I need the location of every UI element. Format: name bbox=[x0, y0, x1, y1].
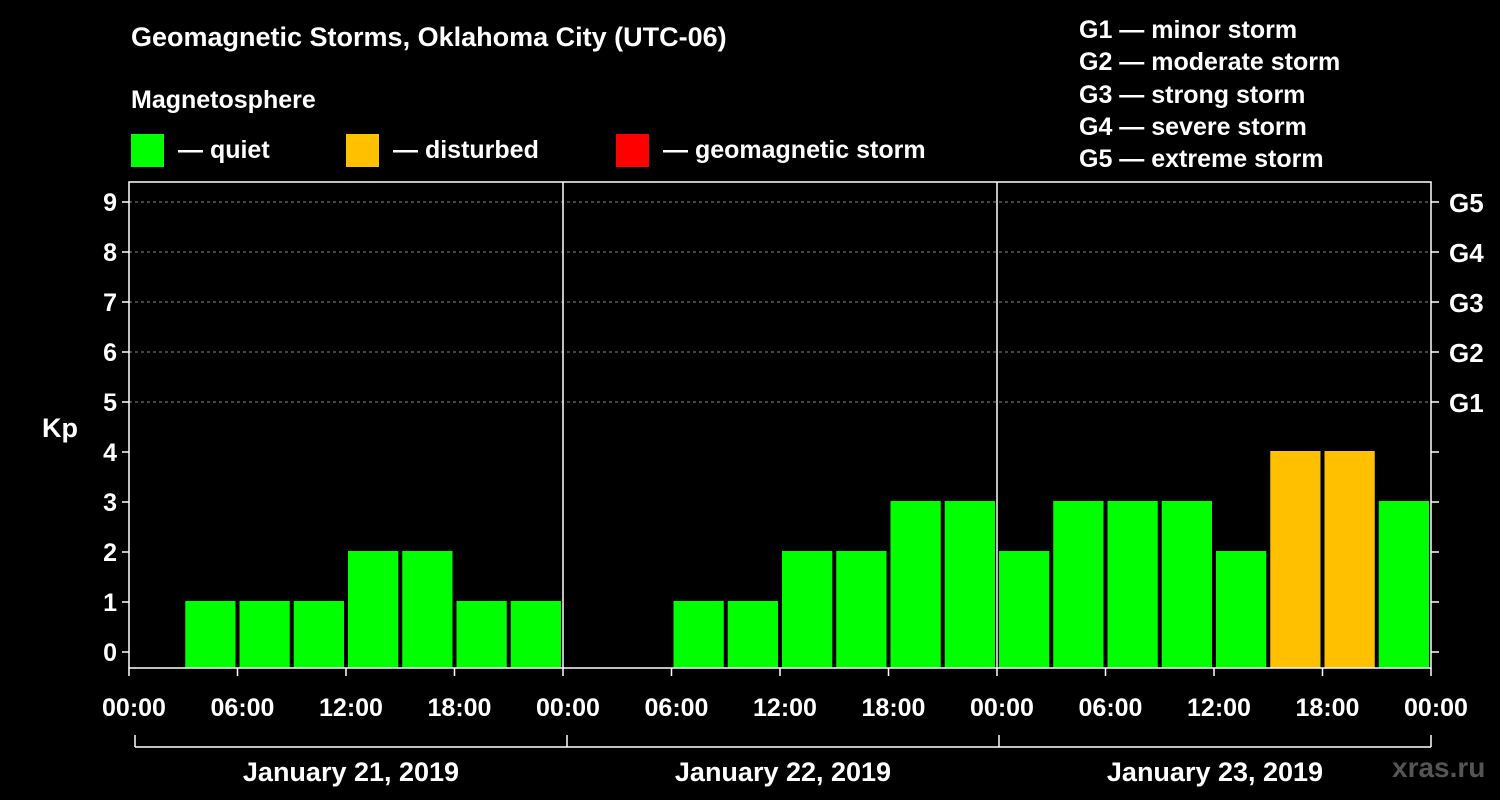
chart-title: Geomagnetic Storms, Oklahoma City (UTC-0… bbox=[131, 22, 727, 52]
day-label: January 22, 2019 bbox=[675, 757, 891, 787]
x-tick-label: 12:00 bbox=[319, 694, 383, 722]
g-scale-label: G1 bbox=[1449, 388, 1484, 418]
x-tick-label: 18:00 bbox=[428, 694, 492, 722]
day-label: January 21, 2019 bbox=[243, 757, 459, 787]
kp-bar bbox=[727, 601, 778, 668]
y-tick-label: 2 bbox=[103, 539, 117, 567]
kp-bar bbox=[239, 601, 290, 668]
legend-disturbed-label: — disturbed bbox=[393, 135, 539, 164]
kp-bar bbox=[348, 551, 399, 668]
x-tick-label: 18:00 bbox=[1296, 694, 1360, 722]
kp-bar bbox=[1216, 551, 1267, 668]
g-scale-g5: G5 — extreme storm bbox=[1079, 145, 1324, 174]
x-tick-label: 12:00 bbox=[1187, 694, 1251, 722]
y-tick-label: 6 bbox=[103, 339, 117, 367]
x-tick-label: 06:00 bbox=[211, 694, 275, 722]
legend-storm-label: — geomagnetic storm bbox=[663, 135, 926, 164]
x-tick-label: 18:00 bbox=[862, 694, 926, 722]
y-tick-label: 8 bbox=[103, 239, 117, 267]
kp-bar bbox=[456, 601, 507, 668]
x-tick-label: 06:00 bbox=[645, 694, 709, 722]
kp-bar bbox=[890, 501, 941, 668]
kp-bar bbox=[510, 601, 561, 668]
legend-disturbed: — disturbed bbox=[346, 133, 539, 167]
kp-bar bbox=[673, 601, 724, 668]
y-tick-label: 9 bbox=[103, 189, 117, 217]
legend-disturbed-swatch bbox=[346, 133, 379, 167]
y-tick-label: 0 bbox=[103, 639, 117, 667]
kp-bar bbox=[1378, 501, 1429, 668]
kp-bar bbox=[1324, 451, 1375, 668]
legend-storm: — geomagnetic storm bbox=[616, 133, 926, 167]
g-scale-g4: G4 — severe storm bbox=[1079, 112, 1307, 141]
kp-bar bbox=[1270, 451, 1321, 668]
legend-subtitle: Magnetosphere bbox=[131, 86, 316, 114]
kp-bar bbox=[185, 601, 236, 668]
kp-bar bbox=[836, 551, 887, 668]
legend-quiet-swatch bbox=[131, 133, 164, 167]
y-tick-label: 5 bbox=[103, 389, 117, 417]
y-tick-label: 7 bbox=[103, 289, 117, 317]
g-scale-g1: G1 — minor storm bbox=[1079, 16, 1298, 44]
g-scale-label: G4 bbox=[1449, 238, 1484, 268]
y-tick-label: 1 bbox=[103, 589, 117, 617]
x-tick-label: 00:00 bbox=[536, 694, 600, 722]
legend-quiet-label: — quiet bbox=[178, 135, 270, 164]
kp-bar bbox=[1053, 501, 1104, 668]
kp-bar bbox=[782, 551, 833, 668]
legend-storm-swatch bbox=[616, 133, 649, 167]
g-scale-label: G3 bbox=[1449, 288, 1484, 318]
x-tick-label: 00:00 bbox=[102, 694, 166, 722]
g-scale-legend: G1 — minor storm G2 — moderate storm G3 … bbox=[1079, 14, 1340, 175]
y-tick-label: 4 bbox=[103, 439, 117, 467]
x-tick-label: 00:00 bbox=[1404, 694, 1468, 722]
g-scale-g3: G3 — strong storm bbox=[1079, 80, 1306, 109]
kp-bar bbox=[1107, 501, 1158, 668]
watermark: xras.ru bbox=[1392, 752, 1486, 783]
g-scale-label: G5 bbox=[1449, 188, 1484, 218]
legend-quiet: — quiet bbox=[131, 133, 270, 167]
g-scale-g2: G2 — moderate storm bbox=[1079, 48, 1341, 77]
kp-bar bbox=[402, 551, 453, 668]
g-scale-label: G2 bbox=[1449, 338, 1484, 368]
day-label: January 23, 2019 bbox=[1107, 757, 1323, 787]
kp-bar bbox=[999, 551, 1050, 668]
y-axis-title: Kp bbox=[42, 413, 78, 443]
x-tick-label: 00:00 bbox=[970, 694, 1034, 722]
x-tick-label: 12:00 bbox=[753, 694, 817, 722]
y-tick-label: 3 bbox=[103, 489, 117, 517]
kp-bar bbox=[293, 601, 344, 668]
kp-bar bbox=[944, 501, 995, 668]
kp-bar bbox=[1161, 501, 1212, 668]
x-tick-label: 06:00 bbox=[1079, 694, 1143, 722]
